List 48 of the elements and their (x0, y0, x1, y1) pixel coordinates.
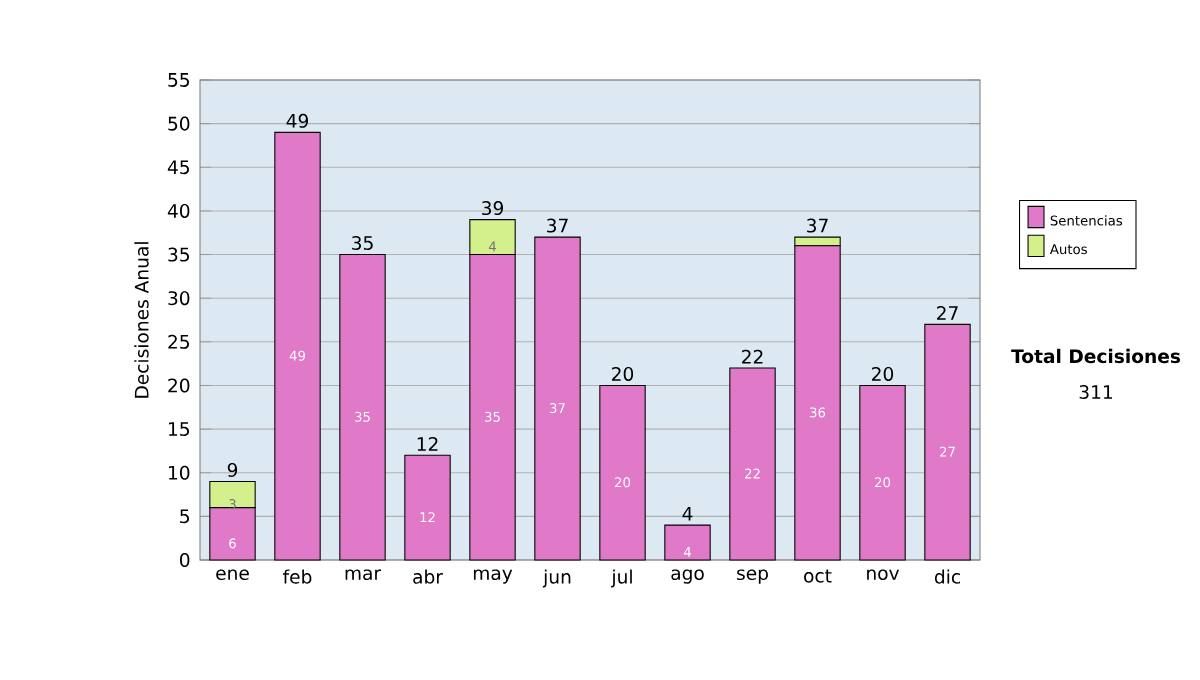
x-tick-label: nov (867, 569, 900, 581)
total-label: 20 (612, 366, 634, 381)
x-tick-label: sep (737, 569, 768, 584)
y-tick-label: 15 (168, 422, 189, 436)
x-tick-label: feb (283, 569, 312, 584)
bar (599, 384, 646, 561)
bar (924, 323, 971, 561)
bar (859, 384, 906, 561)
y-tick-label: 30 (168, 291, 190, 306)
bar (534, 236, 581, 561)
x-tick-label: ago (671, 569, 704, 584)
y-tick-label: 50 (168, 116, 190, 131)
bar (339, 254, 386, 561)
total-label: 9 (227, 462, 238, 477)
bar (664, 524, 711, 561)
total-label: 35 (352, 235, 373, 251)
y-tick-label: 5 (180, 509, 189, 524)
x-tick-label: mar (345, 569, 382, 581)
bar (404, 454, 451, 561)
x-tick-label: jun (542, 569, 571, 588)
x-tick-label: may (473, 569, 513, 584)
total-label: 20 (872, 366, 894, 381)
total-label: 4 (682, 507, 693, 521)
total-label: 39 (482, 201, 503, 216)
x-tick-label: jul (611, 569, 632, 588)
total-label: 49 (286, 113, 308, 128)
y-tick-label: 25 (168, 334, 189, 349)
x-tick-label: oct (804, 569, 832, 583)
text: 311 (1079, 384, 1113, 400)
text: Total Decisiones (1011, 348, 1181, 364)
total-label: 37 (807, 218, 828, 233)
total-label: 27 (937, 306, 958, 320)
y-tick-label: 45 (167, 160, 189, 175)
x-tick-label: abr (413, 569, 443, 584)
x-tick-label: ene (216, 569, 249, 581)
bar (274, 131, 321, 561)
x-tick-label: dic (934, 569, 960, 584)
y-tick-label: 0 (179, 552, 190, 568)
bar (729, 367, 776, 561)
total-label: 12 (417, 436, 438, 451)
total-label: 22 (742, 349, 763, 364)
total-label: 37 (547, 218, 568, 233)
y-tick-label: 55 (168, 73, 189, 87)
y-tick-label: 10 (168, 465, 190, 480)
y-tick-label: 20 (168, 378, 190, 393)
y-tick-label: 35 (168, 247, 189, 262)
y-axis-title: Decisiones Anual (134, 242, 149, 398)
y-tick-label: 40 (167, 203, 190, 218)
